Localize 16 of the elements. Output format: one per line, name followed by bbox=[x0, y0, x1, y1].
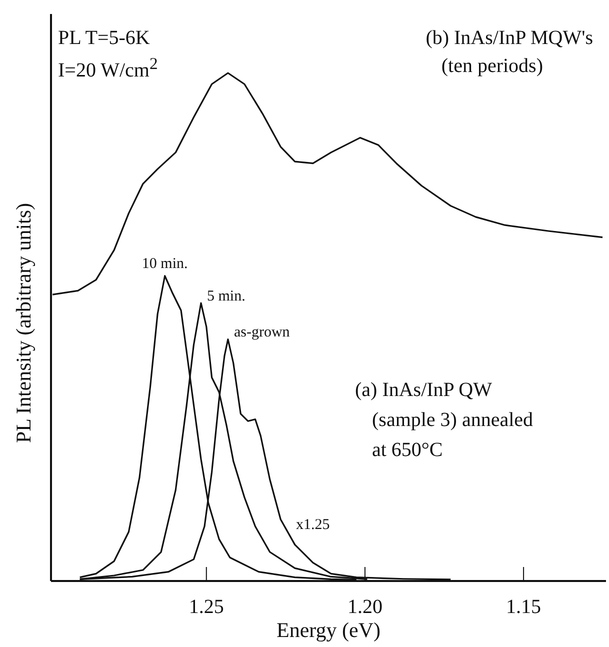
series-label: 10 min. bbox=[142, 256, 188, 272]
x-tick-label: 1.15 bbox=[506, 596, 542, 618]
x-tick-label: 1.25 bbox=[188, 596, 224, 618]
text: PL T=5-6K bbox=[58, 27, 150, 49]
x-axis-title: Energy (eV) bbox=[276, 618, 380, 642]
annotation: (ten periods) bbox=[441, 55, 543, 77]
x-tick-label: 1.20 bbox=[347, 596, 382, 618]
series-label: as-grown bbox=[234, 324, 290, 341]
annotation: I=20 W/cm$^{2}$ bbox=[58, 54, 158, 82]
y-axis-title: PL Intensity (arbitrary units) bbox=[12, 202, 36, 444]
annotation: x1.25 bbox=[296, 517, 330, 533]
text: (b) InAs/InP MQW's bbox=[426, 27, 593, 49]
annotation: at 650°C bbox=[372, 439, 443, 461]
annotation: (a) InAs/InP QW bbox=[355, 379, 492, 401]
series-label: 5 min. bbox=[207, 288, 246, 304]
annotation: (sample 3) annealed bbox=[372, 409, 534, 431]
